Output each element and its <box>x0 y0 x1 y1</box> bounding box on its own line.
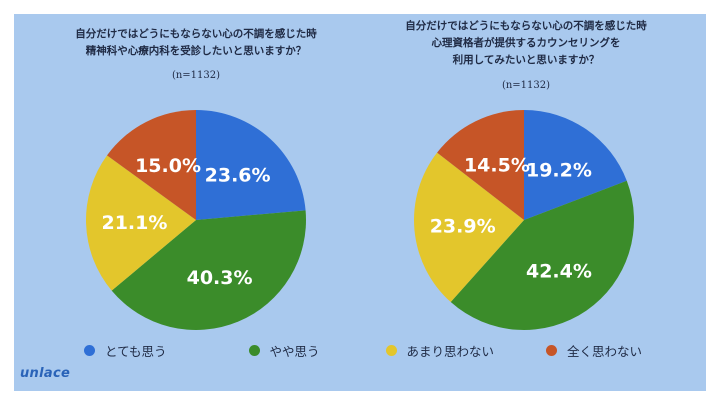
pie-chart-right: 19.2% 42.4% 23.9% 14.5% <box>414 110 634 330</box>
legend-item-very: とても思う <box>84 341 167 360</box>
pie-right-label-not-much: 23.9% <box>430 216 496 238</box>
chart-title-left: 自分だけではどうにもならない心の不調を感じた時 精神科や心療内科を受診したいと思… <box>75 28 317 57</box>
pie-left-label-somewhat: 40.3% <box>187 267 253 289</box>
pie-chart-left: 23.6% 40.3% 21.1% 15.0% <box>85 110 307 330</box>
pie-left-slice-not-much <box>85 155 196 291</box>
pie-right-label-very: 19.2% <box>526 159 592 181</box>
sample-size-left: (n=1132) <box>171 70 221 81</box>
legend-item-not-much: あまり思わない <box>385 341 495 360</box>
legend-dot-not-at-all <box>546 344 558 356</box>
pie-left-label-not-at-all: 15.0% <box>135 155 201 177</box>
pie-right-slice-somewhat <box>450 180 634 330</box>
brand-logo: unlace <box>20 366 71 381</box>
pie-left-slice-somewhat <box>111 210 307 330</box>
legend-label-somewhat: やや思う <box>269 343 320 359</box>
legend: とても思う やや思う あまり思わない 全く思わない <box>84 338 644 362</box>
pie-left-slice-not-at-all <box>107 110 196 220</box>
legend-dot-not-much <box>385 344 397 356</box>
legend-item-somewhat: やや思う <box>248 341 320 360</box>
pie-right-slice-not-much <box>414 152 524 303</box>
chart-title-right: 自分だけではどうにもならない心の不調を感じた時 心理資格者が提供するカウンセリン… <box>405 20 647 66</box>
pie-right-label-not-at-all: 14.5% <box>464 155 530 177</box>
legend-label-not-at-all: 全く思わない <box>567 343 643 359</box>
pie-left-slice-very <box>196 110 306 220</box>
legend-dot-somewhat <box>248 344 260 356</box>
legend-dot-very <box>84 344 95 356</box>
sample-size-right: (n=1132) <box>501 80 551 91</box>
pie-left-label-not-much: 21.1% <box>101 212 167 234</box>
pie-right-slice-very <box>524 110 627 220</box>
pie-right-label-somewhat: 42.4% <box>526 261 592 283</box>
legend-label-very: とても思う <box>105 343 167 359</box>
legend-item-not-at-all: 全く思わない <box>546 341 642 360</box>
pie-left-label-very: 23.6% <box>205 165 271 187</box>
pie-right-slice-not-at-all <box>437 110 524 220</box>
legend-label-not-much: あまり思わない <box>406 343 495 359</box>
